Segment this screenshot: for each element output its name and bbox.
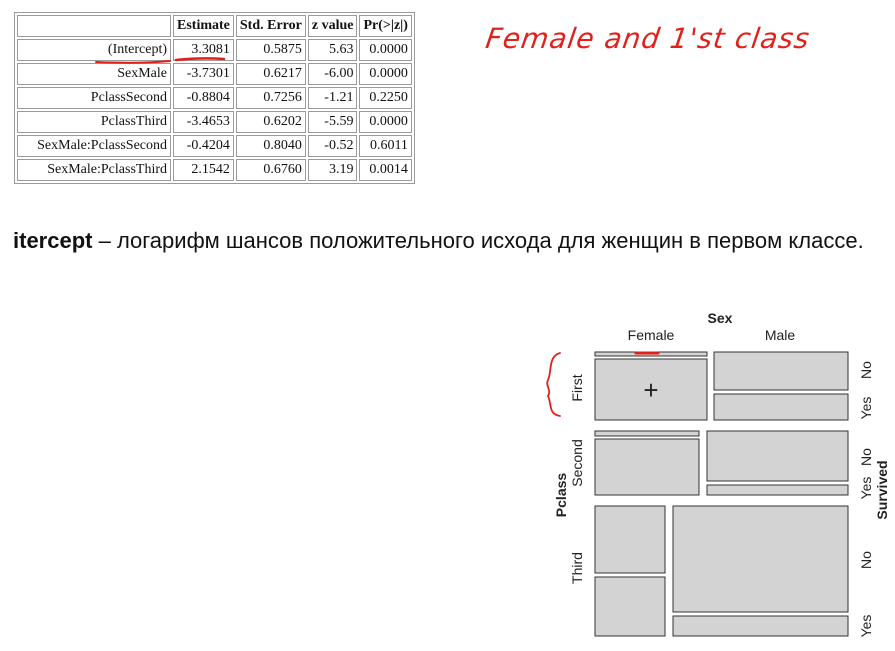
mosaic-cell-first-male-no — [713, 351, 849, 391]
row-z-value: -6.00 — [307, 63, 358, 85]
mosaic-title-sex: Sex — [708, 310, 733, 326]
row-std-error: 0.6217 — [235, 63, 306, 85]
mosaic-cell-second-male-no — [706, 430, 849, 482]
table-row: SexMale:PclassSecond -0.4204 0.8040 -0.5… — [17, 135, 412, 157]
row-std-error: 0.5875 — [235, 39, 306, 61]
mosaic-cell-second-female-yes — [594, 438, 700, 496]
table-row: SexMale -3.7301 0.6217 -6.00 0.0000 — [17, 63, 412, 85]
header-estimate: Estimate — [173, 15, 234, 37]
mosaic-cell-third-male-yes — [672, 615, 849, 637]
paragraph-term: itercept — [13, 228, 93, 253]
survived-label-third-no: No — [858, 551, 874, 569]
mosaic-cell-second-female-no — [594, 430, 700, 437]
sex-label-male: Male — [765, 327, 796, 343]
row-z-value: -0.52 — [307, 135, 358, 157]
row-term: PclassSecond — [17, 87, 171, 109]
explanation-paragraph: itercept – логарифм шансов положительног… — [13, 226, 868, 256]
first-class-bracket — [546, 352, 561, 417]
row-z-value: -1.21 — [307, 87, 358, 109]
row-std-error: 0.7256 — [235, 87, 306, 109]
pclass-label-third: Third — [569, 552, 585, 584]
mosaic-cell-first-female-yes — [594, 358, 708, 421]
table-row: SexMale:PclassThird 2.1542 0.6760 3.19 0… — [17, 159, 412, 181]
row-z-value: -5.59 — [307, 111, 358, 133]
row-p-value: 0.6011 — [359, 135, 412, 157]
mosaic-cell-third-female-no — [594, 505, 666, 574]
mosaic-title-pclass: Pclass — [553, 473, 569, 518]
header-std-error: Std. Error — [235, 15, 306, 37]
row-estimate: -0.4204 — [173, 135, 234, 157]
row-estimate: 2.1542 — [173, 159, 234, 181]
row-term: SexMale — [17, 63, 171, 85]
row-estimate: -0.8804 — [173, 87, 234, 109]
row-std-error: 0.6760 — [235, 159, 306, 181]
pclass-label-first: First — [569, 374, 585, 401]
row-z-value: 3.19 — [307, 159, 358, 181]
row-estimate: -3.7301 — [173, 63, 234, 85]
mosaic-cell-first-male-yes — [713, 393, 849, 421]
row-term: SexMale:PclassThird — [17, 159, 171, 181]
mosaic-cell-third-female-yes — [594, 576, 666, 637]
header-z-value: z value — [307, 15, 358, 37]
row-std-error: 0.8040 — [235, 135, 306, 157]
row-z-value: 5.63 — [307, 39, 358, 61]
row-p-value: 0.0014 — [359, 159, 412, 181]
header-p-value: Pr(>|z|) — [359, 15, 412, 37]
table-row: PclassSecond -0.8804 0.7256 -1.21 0.2250 — [17, 87, 412, 109]
paragraph-text: – логарифм шансов положительного исхода … — [92, 228, 864, 253]
table-header-row: Estimate Std. Error z value Pr(>|z|) — [17, 15, 412, 37]
survived-label-first-no: No — [858, 361, 874, 379]
row-p-value: 0.0000 — [359, 63, 412, 85]
table-row: PclassThird -3.4653 0.6202 -5.59 0.0000 — [17, 111, 412, 133]
row-p-value: 0.2250 — [359, 87, 412, 109]
mosaic-cell-second-male-yes — [706, 484, 849, 496]
pclass-label-second: Second — [569, 439, 585, 486]
row-p-value: 0.0000 — [359, 111, 412, 133]
row-std-error: 0.6202 — [235, 111, 306, 133]
regression-table: Estimate Std. Error z value Pr(>|z|) (In… — [14, 12, 415, 184]
row-p-value: 0.0000 — [359, 39, 412, 61]
mosaic-cell-third-male-no — [672, 505, 849, 613]
survived-label-second-yes: Yes — [858, 477, 874, 500]
survived-label-first-yes: Yes — [858, 397, 874, 420]
mosaic-title-survived: Survived — [874, 460, 890, 519]
row-term: (Intercept) — [17, 39, 171, 61]
row-term: PclassThird — [17, 111, 171, 133]
survived-label-third-yes: Yes — [858, 615, 874, 638]
header-blank — [17, 15, 171, 37]
table-row: (Intercept) 3.3081 0.5875 5.63 0.0000 — [17, 39, 412, 61]
survived-label-second-no: No — [858, 448, 874, 466]
row-estimate: -3.4653 — [173, 111, 234, 133]
plus-mark: + — [643, 375, 658, 405]
row-term: SexMale:PclassSecond — [17, 135, 171, 157]
sex-label-female: Female — [628, 327, 675, 343]
